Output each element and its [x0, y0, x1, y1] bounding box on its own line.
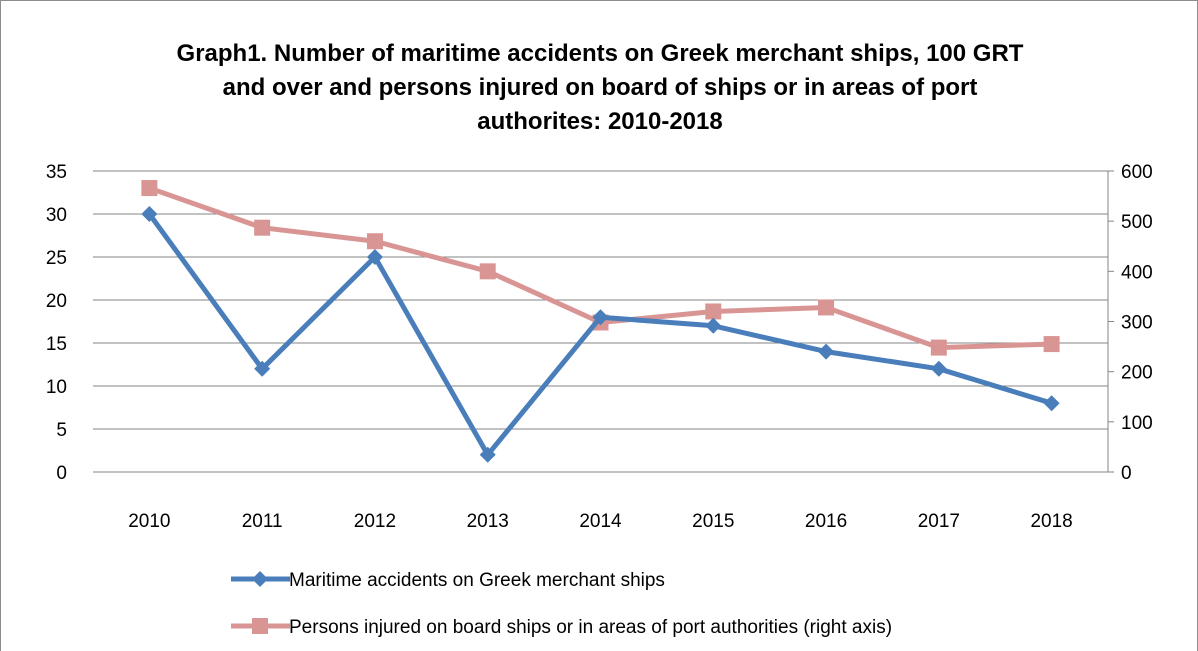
right-tick-label: 500 [1121, 212, 1153, 233]
data-point [705, 303, 722, 320]
data-point [1043, 336, 1060, 353]
legend-label: Persons injured on board ships or in are… [289, 617, 892, 638]
series-line [147, 212, 1053, 458]
legend-item-1: Persons injured on board ships or in are… [231, 617, 892, 638]
series-0 [141, 206, 1060, 463]
left-tick-label: 35 [46, 162, 67, 183]
data-point [141, 206, 158, 222]
data-point [366, 249, 383, 265]
data-point [141, 180, 158, 197]
x-tick-label: 2017 [918, 511, 960, 532]
left-tick-label: 10 [46, 377, 67, 398]
data-point [1043, 395, 1060, 412]
left-axis-ticks: 0 5 10 15 20 25 30 35 [46, 162, 67, 484]
legend-swatch-marker [252, 571, 268, 587]
data-point [930, 339, 947, 356]
data-point [254, 360, 271, 377]
right-tick-label: 100 [1121, 413, 1153, 434]
legend-label: Maritime accidents on Greek merchant shi… [289, 570, 665, 591]
right-tick-label: 0 [1121, 463, 1132, 484]
right-tick-label: 200 [1121, 363, 1153, 384]
gridlines [93, 170, 1108, 430]
series-1 [141, 180, 1060, 356]
data-point [930, 360, 947, 377]
data-point [818, 343, 835, 360]
left-tick-label: 5 [56, 420, 67, 441]
chart-title-line-2: and over and persons injured on board of… [222, 74, 978, 101]
right-tick-label: 300 [1121, 313, 1153, 334]
legend: Maritime accidents on Greek merchant shi… [231, 570, 892, 638]
data-point [366, 233, 383, 250]
legend-item-0: Maritime accidents on Greek merchant shi… [231, 570, 665, 591]
right-tick-label: 400 [1121, 262, 1153, 283]
x-tick-label: 2014 [579, 511, 622, 532]
x-tick-label: 2010 [128, 511, 170, 532]
data-point [592, 309, 609, 326]
left-tick-label: 15 [46, 334, 67, 355]
data-point [479, 263, 496, 280]
data-point [254, 219, 271, 236]
x-tick-label: 2013 [467, 511, 509, 532]
data-point [479, 446, 496, 463]
x-tick-label: 2011 [242, 511, 283, 532]
x-tick-label: 2016 [805, 511, 847, 532]
legend-swatch-marker [252, 618, 268, 634]
chart-title: Graph1. Number of maritime accidents on … [101, 37, 1099, 139]
chart-title-line-3: authorites: 2010-2018 [477, 108, 723, 135]
x-axis-ticks: 2010 2011 2012 2013 2014 2015 2016 2017 2018 [128, 511, 1073, 532]
x-tick-label: 2018 [1030, 511, 1072, 532]
data-point [705, 317, 722, 334]
x-tick-label: 2012 [354, 511, 396, 532]
right-tick-label: 600 [1121, 162, 1153, 183]
left-tick-label: 30 [46, 205, 67, 226]
left-tick-label: 25 [46, 248, 67, 269]
data-point [818, 299, 835, 316]
left-tick-label: 0 [56, 463, 67, 484]
chart-title-line-1: Graph1. Number of maritime accidents on … [176, 40, 1024, 67]
right-axis-ticks: 0 100 200 300 400 500 600 [1108, 162, 1153, 484]
series-layer [141, 180, 1060, 463]
left-tick-label: 20 [46, 291, 67, 312]
x-tick-label: 2015 [692, 511, 734, 532]
